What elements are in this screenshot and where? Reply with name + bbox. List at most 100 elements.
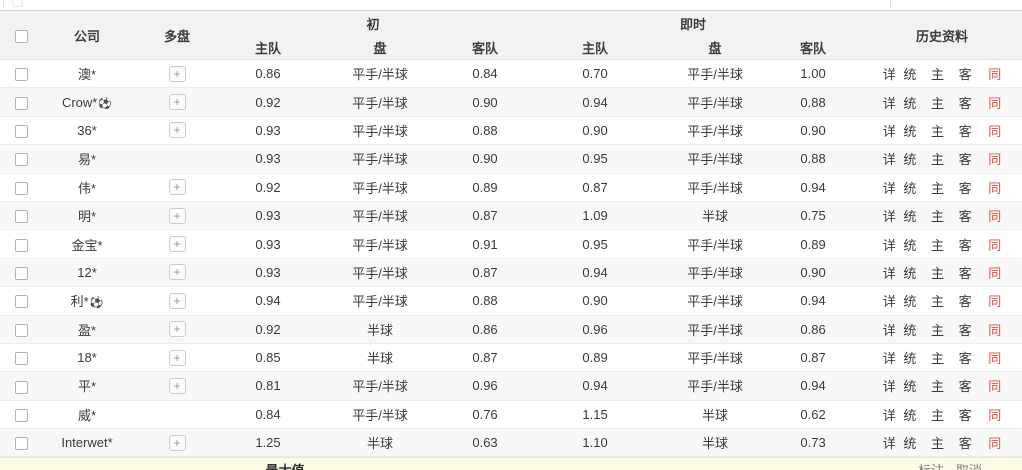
history-stats-link[interactable]: 统: [903, 95, 917, 111]
history-home-link[interactable]: 主: [931, 152, 945, 168]
history-detail-link[interactable]: 详: [882, 152, 896, 168]
row-checkbox[interactable]: [14, 352, 28, 366]
history-home-link[interactable]: 主: [931, 322, 945, 338]
history-stats-link[interactable]: 统: [903, 180, 917, 196]
history-away-link[interactable]: 客: [958, 237, 972, 253]
expand-plus-button[interactable]: +: [168, 349, 186, 366]
row-checkbox[interactable]: [14, 125, 28, 138]
history-away-link[interactable]: 客: [958, 436, 972, 452]
history-same-link[interactable]: 同: [988, 407, 1002, 423]
history-same-link[interactable]: 同: [988, 294, 1002, 310]
history-stats-link[interactable]: 统: [903, 67, 917, 83]
company-name: 12*: [77, 264, 97, 280]
history-detail-link[interactable]: 详: [882, 237, 896, 253]
history-detail-link[interactable]: 详: [882, 95, 896, 111]
history-detail-link[interactable]: 详: [882, 67, 896, 83]
mark-button[interactable]: 标注: [918, 463, 944, 470]
expand-plus-button[interactable]: +: [168, 94, 186, 111]
row-checkbox[interactable]: [14, 295, 28, 309]
history-stats-link[interactable]: 统: [903, 265, 917, 281]
row-checkbox[interactable]: [14, 266, 28, 280]
history-away-link[interactable]: 客: [958, 209, 972, 225]
expand-plus-button[interactable]: +: [168, 321, 186, 338]
history-home-link[interactable]: 主: [931, 237, 945, 253]
history-away-link[interactable]: 客: [958, 351, 972, 367]
history-detail-link[interactable]: 详: [882, 265, 896, 281]
history-home-link[interactable]: 主: [931, 123, 945, 139]
history-stats-link[interactable]: 统: [903, 123, 917, 139]
expand-plus-button[interactable]: +: [168, 292, 186, 309]
history-home-link[interactable]: 主: [931, 351, 945, 367]
history-detail-link[interactable]: 详: [882, 294, 896, 310]
history-stats-link[interactable]: 统: [903, 436, 917, 452]
cancel-button[interactable]: 取消: [956, 463, 982, 470]
history-same-link[interactable]: 同: [988, 265, 1002, 281]
history-detail-link[interactable]: 详: [882, 351, 896, 367]
history-home-link[interactable]: 主: [931, 180, 945, 196]
row-checkbox[interactable]: [14, 323, 28, 337]
history-same-link[interactable]: 同: [988, 209, 1002, 225]
row-checkbox[interactable]: [14, 181, 28, 195]
history-same-link[interactable]: 同: [988, 152, 1002, 168]
row-checkbox[interactable]: [14, 210, 28, 224]
history-stats-link[interactable]: 统: [903, 407, 917, 423]
history-away-link[interactable]: 客: [958, 407, 972, 423]
row-checkbox[interactable]: [14, 238, 28, 252]
expand-plus-button[interactable]: +: [168, 65, 186, 82]
history-stats-link[interactable]: 统: [903, 379, 917, 395]
history-stats-link[interactable]: 统: [903, 351, 917, 367]
history-detail-link[interactable]: 详: [882, 379, 896, 395]
history-same-link[interactable]: 同: [988, 322, 1002, 338]
row-checkbox[interactable]: [14, 68, 28, 82]
history-away-link[interactable]: 客: [958, 123, 972, 139]
history-home-link[interactable]: 主: [931, 379, 945, 395]
history-away-link[interactable]: 客: [958, 180, 972, 196]
history-stats-link[interactable]: 统: [903, 152, 917, 168]
history-stats-link[interactable]: 统: [903, 322, 917, 338]
history-away-link[interactable]: 客: [958, 294, 972, 310]
expand-plus-button[interactable]: +: [168, 207, 186, 224]
history-same-link[interactable]: 同: [988, 379, 1002, 395]
history-same-link[interactable]: 同: [988, 95, 1002, 111]
expand-plus-button[interactable]: +: [168, 179, 186, 196]
row-checkbox[interactable]: [14, 96, 28, 110]
history-detail-link[interactable]: 详: [882, 209, 896, 225]
history-home-link[interactable]: 主: [931, 95, 945, 111]
history-detail-link[interactable]: 详: [882, 180, 896, 196]
history-same-link[interactable]: 同: [988, 67, 1002, 83]
history-away-link[interactable]: 客: [958, 67, 972, 83]
history-detail-link[interactable]: 详: [882, 123, 896, 139]
history-away-link[interactable]: 客: [958, 379, 972, 395]
history-home-link[interactable]: 主: [931, 294, 945, 310]
history-away-link[interactable]: 客: [958, 265, 972, 281]
history-detail-link[interactable]: 详: [882, 436, 896, 452]
history-same-link[interactable]: 同: [988, 237, 1002, 253]
history-home-link[interactable]: 主: [931, 436, 945, 452]
expand-plus-button[interactable]: +: [168, 236, 186, 253]
history-same-link[interactable]: 同: [988, 351, 1002, 367]
history-stats-link[interactable]: 统: [903, 294, 917, 310]
history-away-link[interactable]: 客: [958, 95, 972, 111]
history-same-link[interactable]: 同: [988, 180, 1002, 196]
history-away-link[interactable]: 客: [958, 322, 972, 338]
expand-plus-button[interactable]: +: [168, 264, 186, 281]
history-home-link[interactable]: 主: [931, 407, 945, 423]
history-stats-link[interactable]: 统: [903, 237, 917, 253]
history-home-link[interactable]: 主: [931, 67, 945, 83]
expand-plus-button[interactable]: +: [168, 122, 186, 139]
history-home-link[interactable]: 主: [931, 265, 945, 281]
row-checkbox[interactable]: [14, 408, 28, 422]
row-checkbox[interactable]: [14, 380, 28, 394]
history-home-link[interactable]: 主: [931, 209, 945, 225]
history-same-link[interactable]: 同: [988, 436, 1002, 452]
row-checkbox[interactable]: [14, 437, 28, 451]
history-detail-link[interactable]: 详: [882, 407, 896, 423]
history-same-link[interactable]: 同: [988, 123, 1002, 139]
history-away-link[interactable]: 客: [958, 152, 972, 168]
expand-plus-button[interactable]: +: [168, 377, 186, 394]
history-detail-link[interactable]: 详: [882, 322, 896, 338]
select-all-checkbox[interactable]: [14, 29, 28, 43]
expand-plus-button[interactable]: +: [168, 434, 186, 451]
row-checkbox[interactable]: [14, 153, 28, 167]
history-stats-link[interactable]: 统: [903, 209, 917, 225]
